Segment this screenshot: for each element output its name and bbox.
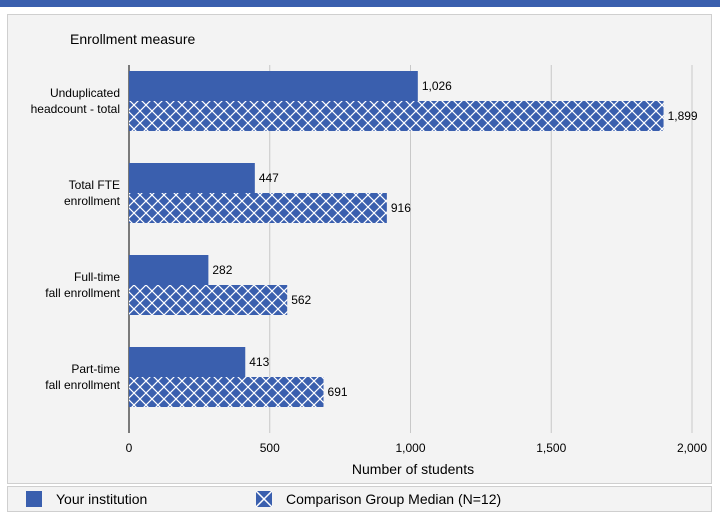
y-category-label: Total FTE — [69, 178, 120, 192]
y-category-label: Unduplicated — [50, 86, 120, 100]
bar-value-label: 413 — [249, 355, 269, 369]
y-category-label: fall enrollment — [45, 286, 120, 300]
legend-label-series-1: Your institution — [56, 491, 148, 507]
bar-chart: Enrollment measure Unduplicated headcount… — [31, 31, 708, 477]
bar-your-institution — [129, 255, 209, 285]
chart-panel: Enrollment measure Unduplicated headcount… — [7, 14, 712, 484]
legend-swatch-solid — [26, 491, 42, 507]
x-axis-title: Number of students — [352, 461, 474, 477]
bar-value-label: 916 — [391, 201, 411, 215]
x-tick-label: 500 — [260, 441, 280, 455]
bar-value-label: 447 — [259, 171, 279, 185]
bar-value-label: 562 — [291, 293, 311, 307]
legend-item-series-2: Comparison Group Median (N=12) — [256, 491, 501, 507]
y-category-label: Part-time — [71, 362, 120, 376]
bar-comparison-median — [129, 377, 324, 407]
bar-value-label: 691 — [328, 385, 348, 399]
bar-comparison-median — [129, 285, 288, 315]
bar-value-label: 1,026 — [422, 79, 452, 93]
bar-comparison-median — [129, 101, 664, 131]
x-tick-label: 2,000 — [677, 441, 707, 455]
bar-value-label: 282 — [212, 263, 232, 277]
legend-item-series-1: Your institution — [26, 491, 147, 507]
x-tick-label: 1,500 — [536, 441, 566, 455]
x-tick-label: 1,000 — [395, 441, 425, 455]
legend-label-series-2: Comparison Group Median (N=12) — [286, 491, 502, 507]
top-accent-bar — [0, 0, 720, 7]
bar-comparison-median — [129, 193, 387, 223]
legend: Your institution Comparison Group Median… — [7, 486, 712, 512]
y-category-label: Full-time — [74, 270, 120, 284]
bar-your-institution — [129, 71, 418, 101]
bar-value-label: 1,899 — [668, 109, 698, 123]
y-category-label: headcount - total — [31, 102, 120, 116]
legend-swatch-crosshatch — [256, 491, 272, 507]
y-category-label: enrollment — [64, 194, 121, 208]
y-category-label: fall enrollment — [45, 378, 120, 392]
bar-your-institution — [129, 163, 255, 193]
bar-your-institution — [129, 347, 246, 377]
x-tick-label: 0 — [126, 441, 133, 455]
y-axis-title: Enrollment measure — [70, 31, 195, 47]
